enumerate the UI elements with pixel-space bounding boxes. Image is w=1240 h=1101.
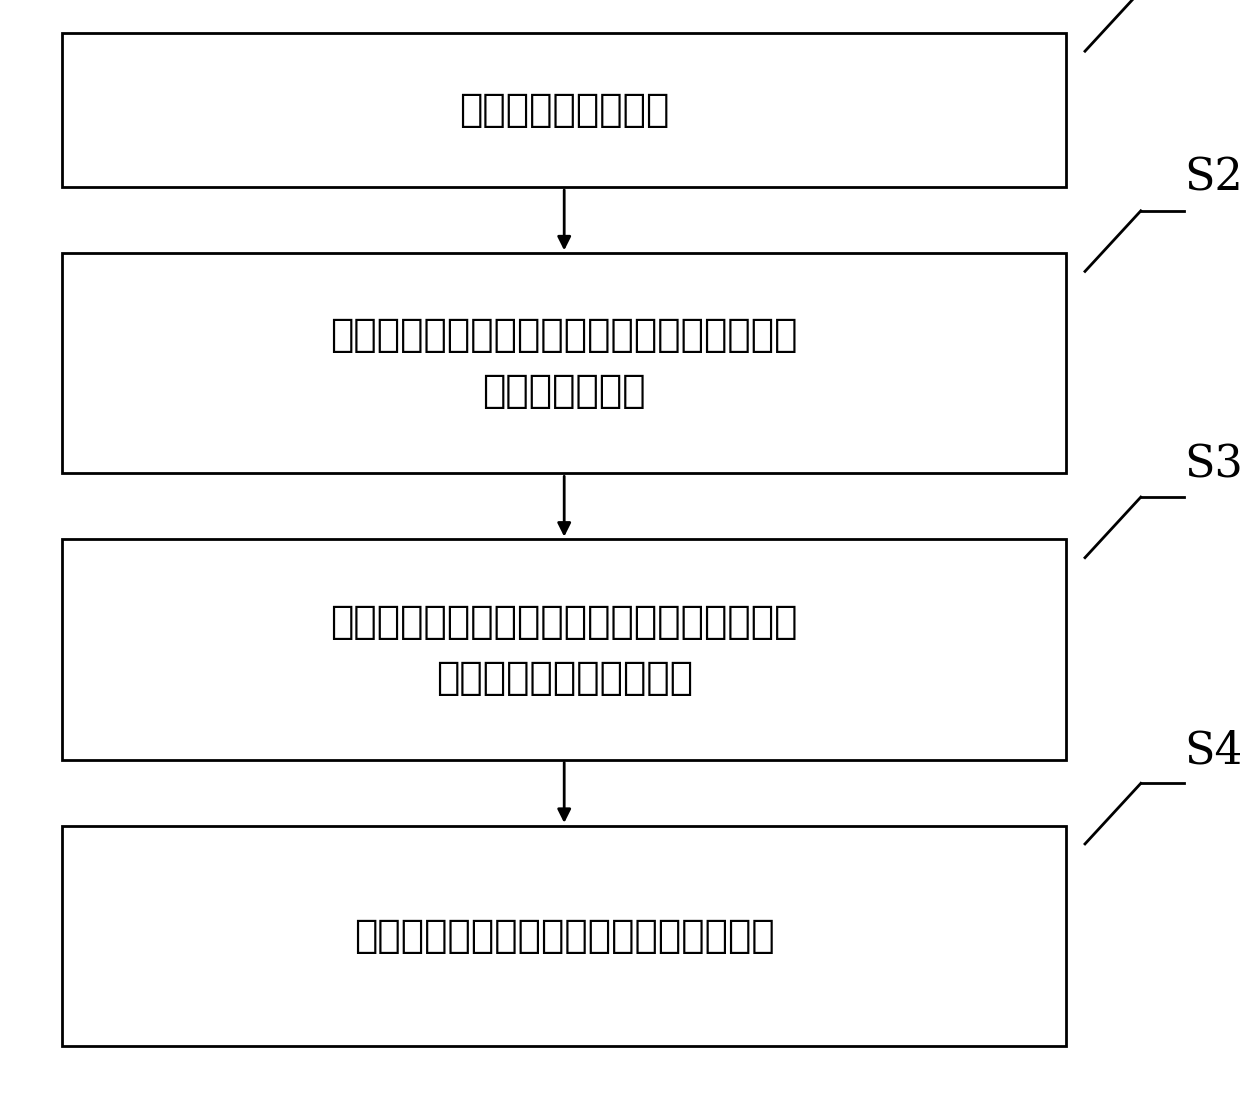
Text: 根据室外环境温度与室外盘管温度的差值，控
制空调器室外风机的转速: 根据室外环境温度与室外盘管温度的差值，控 制空调器室外风机的转速: [330, 602, 799, 697]
Text: S4: S4: [1184, 729, 1240, 773]
FancyArrowPatch shape: [559, 190, 569, 248]
Text: S3: S3: [1184, 443, 1240, 487]
Bar: [62, 826, 1066, 1046]
Text: S2: S2: [1184, 156, 1240, 200]
Bar: [62, 253, 1066, 473]
Text: 空调器进入制热模式: 空调器进入制热模式: [459, 91, 670, 129]
Bar: [62, 539, 1066, 760]
FancyArrowPatch shape: [559, 477, 569, 534]
FancyArrowPatch shape: [559, 763, 569, 820]
Text: 根据室内盘管温度确定是否进入化霜模式: 根据室内盘管温度确定是否进入化霜模式: [353, 917, 775, 955]
Text: 根据室外盘管温度及其变化速率，控制空调器
压缩机运行频率: 根据室外盘管温度及其变化速率，控制空调器 压缩机运行频率: [330, 316, 799, 411]
Bar: [62, 33, 1066, 187]
